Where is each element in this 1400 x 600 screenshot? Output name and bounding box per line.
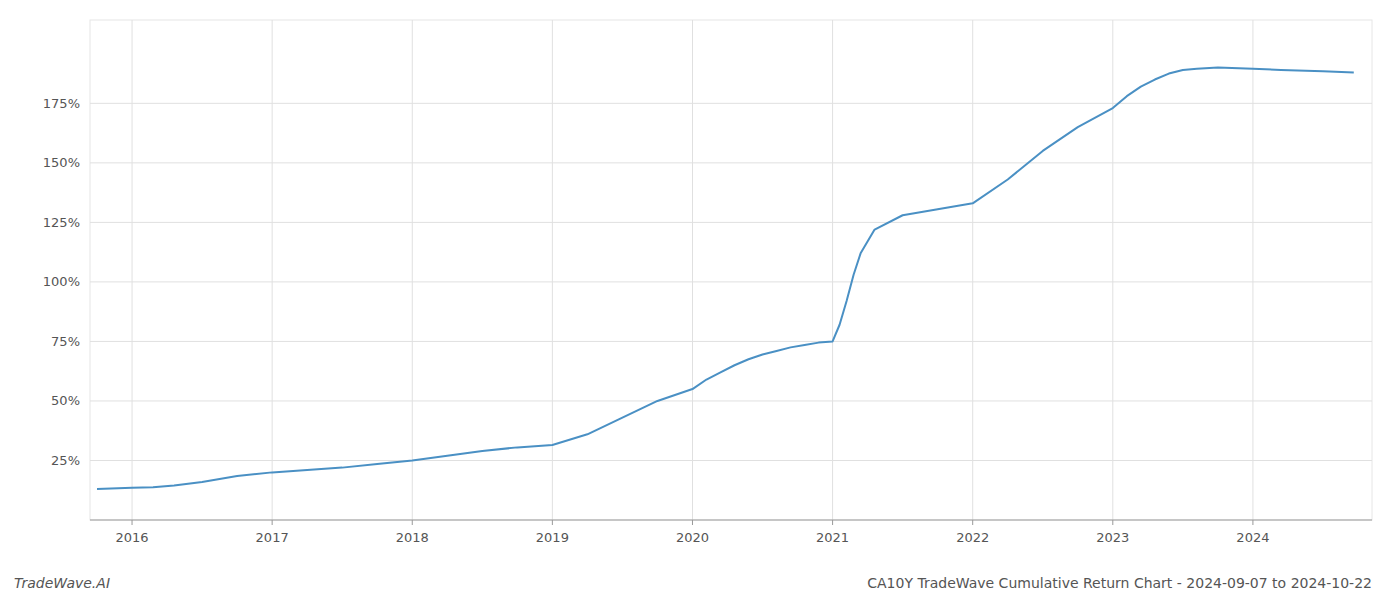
x-tick — [1252, 520, 1253, 525]
grid-line-y — [90, 222, 1372, 223]
grid-line-x — [972, 20, 973, 520]
watermark: TradeWave.AI — [14, 575, 110, 591]
grid-line-x — [692, 20, 693, 520]
grid-line-x — [132, 20, 133, 520]
grid-line-y — [90, 103, 1372, 104]
y-tick-label: 25% — [51, 453, 80, 468]
x-tick — [132, 520, 133, 525]
grid-line-y — [90, 341, 1372, 342]
y-tick-label: 50% — [51, 393, 80, 408]
plot-frame — [90, 20, 1372, 520]
grid-line-y — [90, 400, 1372, 401]
y-axis: 25% 50% 75% 100% 125% 150% 175% — [43, 96, 80, 468]
grid-line-x — [1252, 20, 1253, 520]
x-tick-label: 2022 — [956, 530, 989, 545]
x-tick — [972, 520, 973, 525]
x-tick-label: 2016 — [115, 530, 148, 545]
x-axis-line — [90, 520, 1372, 521]
y-tick-label: 175% — [43, 96, 80, 111]
x-tick — [1112, 520, 1113, 525]
grid-line-x — [412, 20, 413, 520]
grid-line-x — [1112, 20, 1113, 520]
x-tick-label: 2020 — [676, 530, 709, 545]
x-tick-label: 2018 — [396, 530, 429, 545]
chart: 2016 2017 2018 2019 2020 2021 2022 2023 2024 25% 5… — [0, 0, 1400, 600]
title: CA10Y TradeWave Cumulative Return Chart … — [867, 575, 1372, 591]
y-tick-label: 125% — [43, 215, 80, 230]
x-tick-label: 2023 — [1096, 530, 1129, 545]
x-tick — [412, 520, 413, 525]
grid-line-y — [90, 281, 1372, 282]
grid-line-y — [90, 162, 1372, 163]
x-tick-label: 2019 — [536, 530, 569, 545]
x-tick — [272, 520, 273, 525]
x-tick — [692, 520, 693, 525]
grid-line-x — [272, 20, 273, 520]
grid-line-y — [90, 460, 1372, 461]
y-tick-label: 150% — [43, 155, 80, 170]
x-tick — [552, 520, 553, 525]
y-tick-label: 75% — [51, 334, 80, 349]
x-tick — [832, 520, 833, 525]
grid-line-x — [832, 20, 833, 520]
x-tick-label: 2021 — [816, 530, 849, 545]
x-tick-label: 2024 — [1236, 530, 1269, 545]
grid — [90, 20, 1372, 520]
line — [97, 68, 1354, 489]
series — [97, 68, 1354, 489]
y-tick-label: 100% — [43, 274, 80, 289]
x-tick-label: 2017 — [256, 530, 289, 545]
x-axis: 2016 2017 2018 2019 2020 2021 2022 2023 2024 — [90, 520, 1372, 545]
